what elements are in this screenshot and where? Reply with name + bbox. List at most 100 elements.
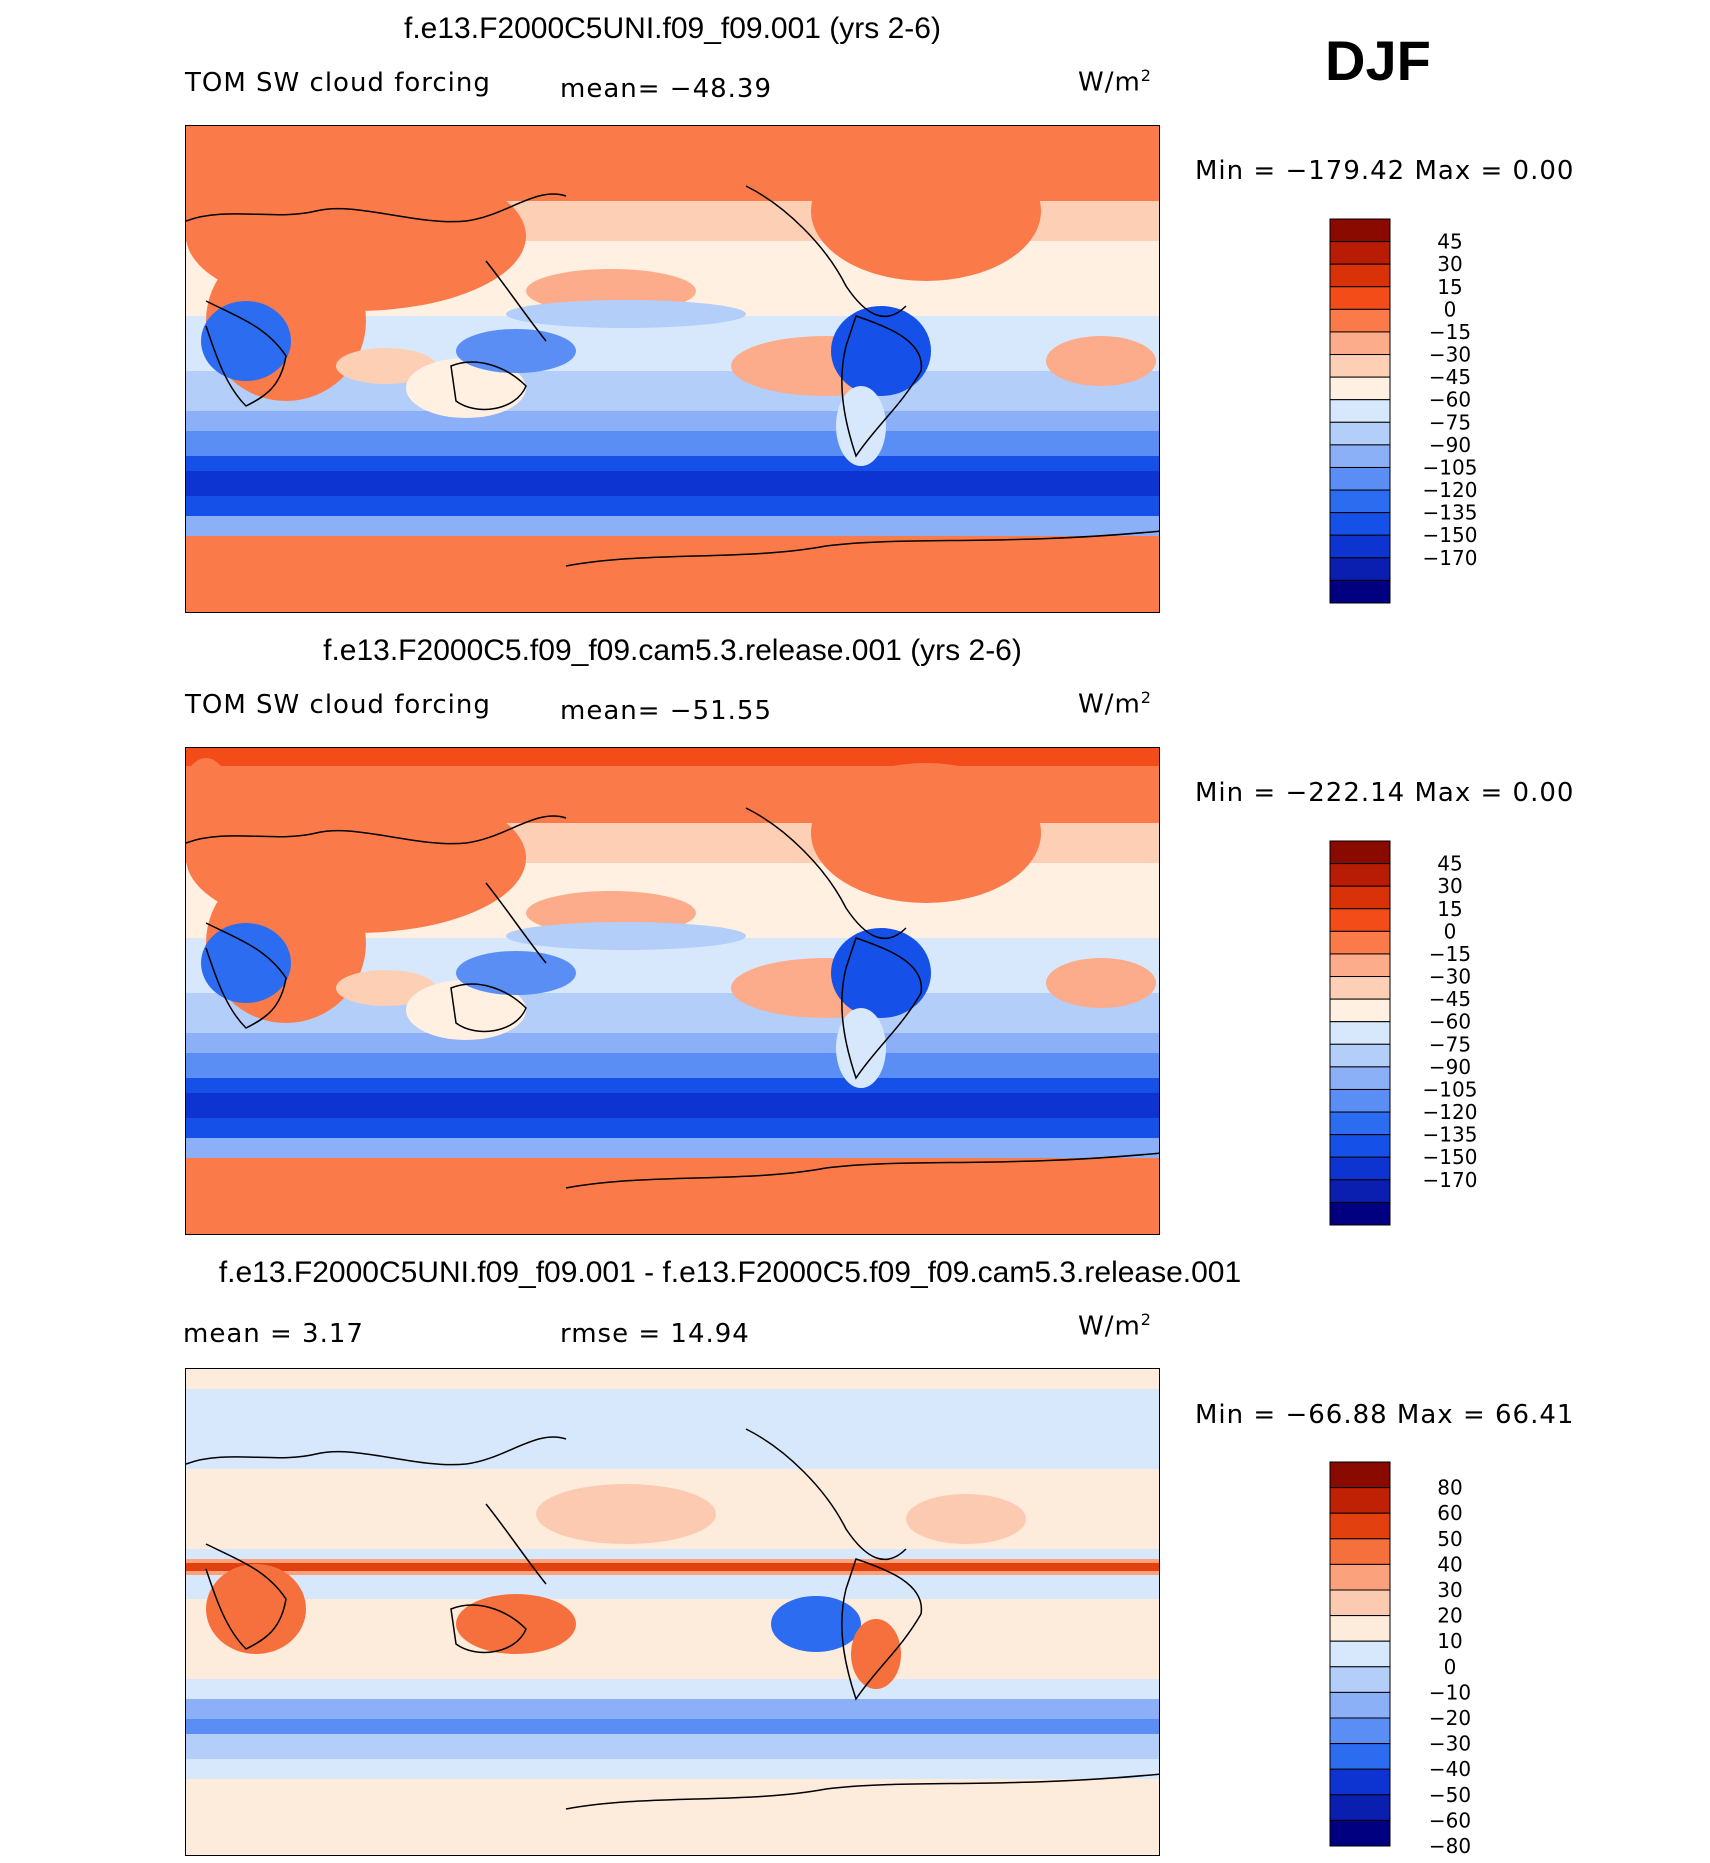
- colorbar-3-tick-label: −20: [1429, 1706, 1471, 1730]
- colorbar-2-box: [1329, 1201, 1391, 1226]
- colorbar-3-box: [1329, 1615, 1391, 1642]
- itcz-peak: [186, 1563, 1159, 1571]
- colorbar-3-tick-label: 40: [1437, 1552, 1462, 1576]
- panel-3-map: [185, 1368, 1160, 1856]
- colorbar-1-tick-label: 15: [1437, 275, 1462, 299]
- colorbar-3-box: [1329, 1538, 1391, 1565]
- colorbar-3-box: [1329, 1563, 1391, 1591]
- colorbar-2-tick-label: −150: [1423, 1145, 1478, 1169]
- convection-amazon: [831, 928, 931, 1018]
- panel-2-map: [185, 747, 1160, 1235]
- panel-3-colorbar: 80 60 50 40 30 20 10 0 −10 −20 −30 −40 −50 −60 −80: [1329, 1461, 1471, 1858]
- colorbar-1-box: [1329, 331, 1391, 356]
- colorbar-1-box: [1329, 376, 1391, 401]
- colorbar-2-tick-label: 45: [1437, 852, 1462, 876]
- panel-1-minmax: Min = −179.42 Max = 0.00: [1195, 156, 1575, 186]
- colorbar-1-box: [1329, 354, 1391, 378]
- colorbar-1-tick-label: −15: [1429, 320, 1471, 344]
- colorbar-1-box: [1329, 263, 1391, 288]
- colorbar-3-tick-label: 20: [1437, 1604, 1462, 1628]
- colorbar-3-box: [1329, 1691, 1391, 1719]
- subtropic-indian: [336, 348, 436, 384]
- colorbar-2-tick-label: −75: [1429, 1032, 1471, 1056]
- colorbar-1-box: [1329, 512, 1391, 536]
- atlantic-positive: [906, 1494, 1026, 1544]
- colorbar-1-tick-label: −150: [1423, 523, 1478, 547]
- colorbar-1-box: [1329, 489, 1391, 514]
- colorbar-2-tick-label: −120: [1423, 1100, 1478, 1124]
- subtropic-indian: [336, 970, 436, 1006]
- panel-1-field-label: TOM SW cloud forcing: [185, 68, 491, 98]
- colorbar-2-box: [1329, 863, 1391, 887]
- colorbar-1-box: [1329, 534, 1391, 559]
- field-band-antarctic: [186, 1779, 1159, 1855]
- field-band-arctic: [186, 748, 1159, 766]
- south-america-positive: [851, 1619, 901, 1689]
- colorbar-2-box: [1329, 1066, 1391, 1090]
- australia-positive: [456, 1594, 576, 1654]
- colorbar-1-tick-label: 0: [1444, 297, 1457, 321]
- panel-3-title: f.e13.F2000C5UNI.f09_f09.001 - f.e13.F20…: [218, 1256, 1242, 1289]
- australia: [406, 358, 526, 418]
- field-band: [186, 1138, 1159, 1158]
- colorbar-2-box: [1329, 1134, 1391, 1158]
- panel-1-colorbar: 45 30 15 0 −15 −30 −45 −60 −75 −90 −105 −120 −135 −15…: [1329, 218, 1477, 605]
- colorbar-1-tick-label: −45: [1429, 365, 1471, 389]
- field-band: [186, 1033, 1159, 1053]
- colorbar-3-tick-label: 80: [1437, 1476, 1462, 1500]
- east-pacific-negative: [771, 1596, 861, 1652]
- colorbar-1-tick-label: −60: [1429, 388, 1471, 412]
- colorbar-3-tick-label: −80: [1429, 1834, 1471, 1858]
- panel-3-rmse: rmse = 14.94: [560, 1319, 750, 1349]
- colorbar-3-box: [1329, 1666, 1391, 1693]
- panel-2-colorbar: 45 30 15 0 −15 −30 −45 −60 −75 −90 −105 −120 −135 −15…: [1329, 840, 1477, 1227]
- field-band: [186, 516, 1159, 536]
- colorbar-3-box: [1329, 1768, 1391, 1796]
- stratocumulus-south-atlantic: [1046, 958, 1156, 1008]
- colorbar-3-tick-label: 60: [1437, 1501, 1462, 1525]
- colorbar-2-box: [1329, 953, 1391, 978]
- colorbar-3-tick-label: 0: [1444, 1655, 1457, 1679]
- land-europe: [186, 136, 236, 256]
- colorbar-3-tick-label: −10: [1429, 1680, 1471, 1704]
- field-band-antarctic: [186, 1158, 1159, 1234]
- colorbar-2-box: [1329, 1179, 1391, 1203]
- field-band-antarctic: [186, 536, 1159, 612]
- colorbar-2-tick-label: −15: [1429, 942, 1471, 966]
- colorbar-1-tick-label: −120: [1423, 478, 1478, 502]
- colorbar-2-tick-label: −30: [1429, 965, 1471, 989]
- colorbar-1-tick-label: −75: [1429, 410, 1471, 434]
- panel-1-map: [185, 125, 1160, 613]
- colorbar-3-box: [1329, 1743, 1391, 1770]
- colorbar-1-tick-label: −135: [1423, 501, 1478, 525]
- colorbar-3-box: [1329, 1589, 1391, 1617]
- colorbar-2-tick-label: −135: [1423, 1123, 1478, 1147]
- colorbar-3-tick-label: 10: [1437, 1629, 1462, 1653]
- colorbar-2-box: [1329, 1156, 1391, 1181]
- colorbar-1-box: [1329, 241, 1391, 265]
- colorbar-2-box: [1329, 1088, 1391, 1113]
- colorbar-1-box: [1329, 399, 1391, 423]
- colorbar-3-box: [1329, 1487, 1391, 1514]
- convection-amazon: [831, 306, 931, 396]
- south-america-south: [836, 1008, 886, 1088]
- colorbar-2-tick-label: −170: [1423, 1168, 1478, 1192]
- colorbar-1-tick-label: −105: [1423, 455, 1478, 479]
- colorbar-2-box: [1329, 908, 1391, 932]
- panel-2-minmax: Min = −222.14 Max = 0.00: [1195, 778, 1575, 808]
- stratocumulus-south-atlantic: [1046, 336, 1156, 386]
- colorbar-2-tick-label: −105: [1423, 1077, 1478, 1101]
- coastlines: [186, 185, 1159, 567]
- colorbar-2-tick-label: −60: [1429, 1010, 1471, 1034]
- itcz: [506, 922, 746, 950]
- panel-3-mean: mean = 3.17: [183, 1319, 364, 1349]
- colorbar-3-box: [1329, 1512, 1391, 1540]
- colorbar-2-box: [1329, 976, 1391, 1000]
- field-band: [186, 1734, 1159, 1759]
- coastlines: [186, 1428, 1159, 1810]
- colorbar-3-box: [1329, 1717, 1391, 1745]
- colorbar-2-box: [1329, 1043, 1391, 1068]
- colorbar-1-tick-label: −170: [1423, 546, 1478, 570]
- colorbar-3-box: [1329, 1461, 1391, 1489]
- colorbar-1-tick-label: −30: [1429, 343, 1471, 367]
